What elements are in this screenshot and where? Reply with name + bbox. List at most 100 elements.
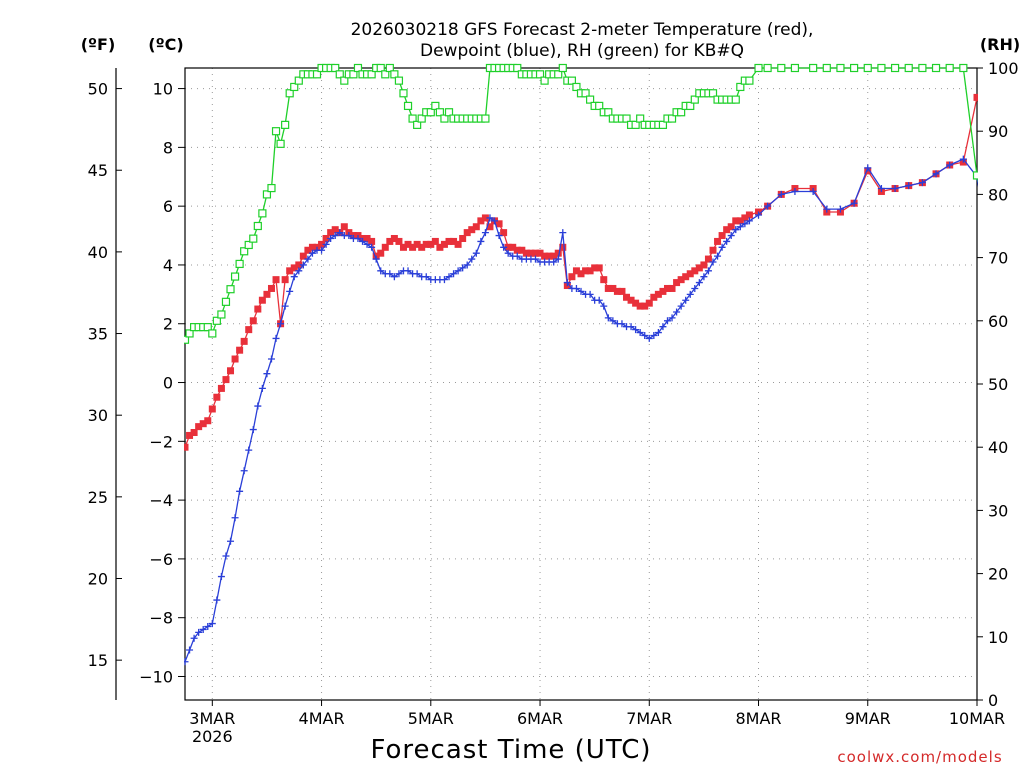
dewpoint-point [932,170,940,178]
dewpoint-point [764,202,772,210]
rh-point [240,247,249,256]
temperature-point [582,267,590,275]
dewpoint-point [736,223,744,231]
dewpoint-point [440,276,448,284]
dewpoint-point [463,261,471,269]
celsius-tick-label: 4 [163,256,173,275]
rh-point [790,63,800,73]
rh-point [285,89,294,98]
rh-point [267,183,276,193]
temperature-point [322,234,330,242]
rh-tick-label: 70 [988,249,1008,268]
temperature-point [368,237,376,245]
rh-point [581,89,590,98]
dewpoint-point [299,261,307,269]
celsius-tick-label: −8 [149,609,173,628]
temperature-point [609,284,617,292]
dewpoint-point [491,217,499,225]
celsius-tick-label: −6 [149,550,173,569]
rh-point [604,108,613,117]
temperature-point [677,276,685,284]
fahrenheit-tick-label: 35 [88,325,108,344]
dewpoint-point [459,264,467,272]
dewpoint-point [618,320,626,328]
dewpoint-point [363,240,371,248]
rh-point [281,120,290,129]
temperature-point [418,243,426,251]
temperature-point [522,249,530,257]
temperature-point [495,220,503,228]
rh-point [367,70,376,79]
rh-point [890,63,900,73]
dewpoint-point [959,155,967,163]
temperature-point [217,384,225,392]
dewpoint-point [286,287,294,295]
temperature-point [258,296,266,304]
dewpoint-point [559,229,567,237]
temperature-point [513,246,521,254]
dewpoint-point [673,308,681,316]
temperature-point [718,232,726,240]
dewpoint-point [791,187,799,195]
rh-point [877,63,886,73]
grid [185,68,978,700]
x-tick-sublabel: 2026 [192,727,233,746]
celsius-tick-label: −10 [139,667,173,686]
rh-point [972,171,978,180]
temperature-point [272,276,280,284]
dewpoint-point [386,270,394,278]
dewpoint-point [331,232,339,240]
dewpoint-point [222,552,230,560]
fahrenheit-tick-label: 40 [88,243,108,262]
temperature-point [500,229,508,237]
dewpoint-point [422,273,430,281]
temperature-point [686,270,694,278]
temperature-point [572,267,580,275]
temperature-point [732,217,740,225]
rh-point [708,89,718,98]
fahrenheit-tick-label: 50 [88,80,108,99]
dewpoint-point [213,596,221,604]
dewpoint-point [308,249,316,257]
temperature-point [531,249,539,257]
dewpoint-point [636,329,644,337]
temperature-point [618,287,626,295]
dewpoint-point [359,237,367,245]
temperature-point [381,243,389,251]
temperature-point [468,226,476,234]
dewpoint-point [891,185,899,193]
rh-point [567,76,576,85]
temperature-point [613,287,621,295]
dewpoint-point [727,232,735,240]
axes: −10 −8 −6 −4 −2 0 2 4 6 8 10 15 20 25 30 35 40 45 50 0 10 20 3… [88,59,1019,746]
rh-tick-label: 0 [988,691,998,710]
x-tick-label: 9MAR [845,709,891,728]
dewpoint-point [236,487,244,495]
temperature-point [267,284,275,292]
dewpoint-point [663,317,671,325]
dewpoint-point [704,267,712,275]
dewpoint-point [586,290,594,298]
temperature-point [600,276,608,284]
dewpoint-point [486,214,494,222]
temperature-point [295,261,303,269]
dewpoint-point [195,628,203,636]
dewpoint-point [372,255,380,263]
fahrenheit-tick-label: 20 [88,569,108,588]
rh-point [290,82,299,92]
rh-point [440,114,449,123]
rh-point [353,63,363,73]
temperature-point [595,264,603,272]
fahrenheit-tick-label: 45 [88,161,108,180]
rh-tick-label: 40 [988,438,1008,457]
x-tick-label: 10MAR [949,709,1005,728]
celsius-tick-label: 0 [163,374,173,393]
temperature-point [340,223,348,231]
fahrenheit-axis-label: (ºF) [81,35,116,54]
x-tick-label: 7MAR [626,709,672,728]
dewpoint-point [850,199,858,207]
dewpoint-point [281,302,289,310]
temperature-point [331,226,339,234]
dewpoint-point [691,284,699,292]
dewpoint-point [918,179,926,187]
